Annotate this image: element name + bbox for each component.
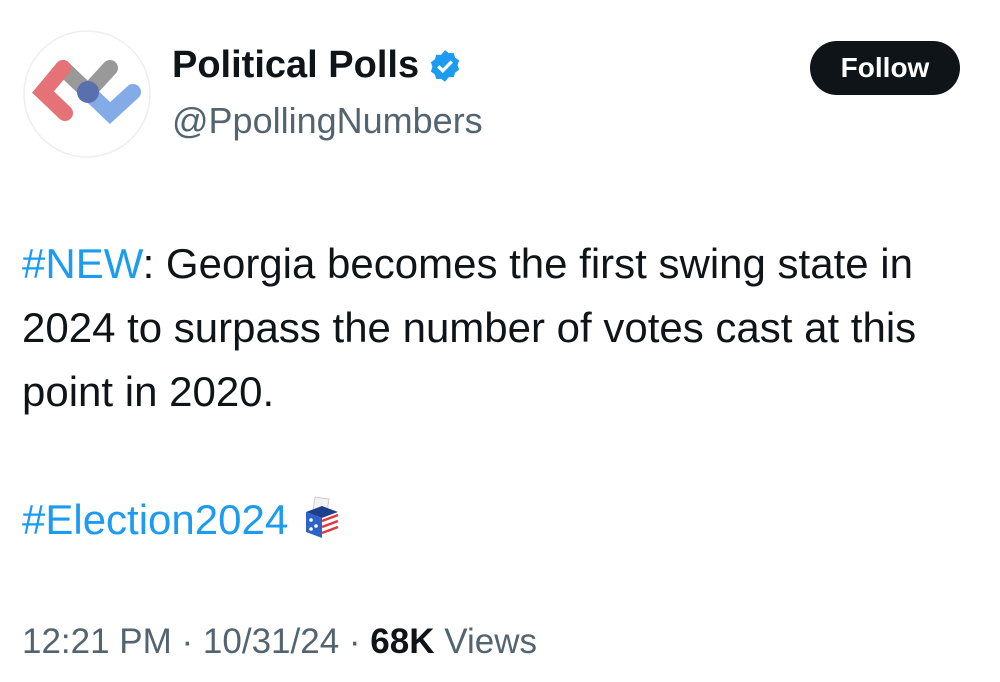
- verified-badge-icon: [430, 49, 460, 82]
- tweet-meta: 12:21 PM · 10/31/24 · 68K Views: [22, 622, 537, 661]
- tweet-date[interactable]: 10/31/24: [202, 622, 340, 661]
- account-name[interactable]: Political Polls: [172, 44, 463, 87]
- avatar[interactable]: [22, 30, 152, 160]
- ballot-box-icon: [305, 496, 339, 538]
- hashtag-election2024[interactable]: #Election2024: [22, 496, 289, 543]
- views-count: 68K: [370, 622, 435, 661]
- account-handle[interactable]: @PpollingNumbers: [172, 100, 483, 141]
- follow-button[interactable]: Follow: [810, 41, 960, 95]
- tweet-text: #NEW: Georgia becomes the first swing st…: [22, 232, 972, 552]
- tweet-body: : Georgia becomes the first swing state …: [22, 240, 917, 415]
- hashtag-new[interactable]: #NEW: [22, 240, 143, 287]
- tweet-time[interactable]: 12:21 PM: [22, 622, 172, 661]
- views-label: Views: [444, 622, 537, 661]
